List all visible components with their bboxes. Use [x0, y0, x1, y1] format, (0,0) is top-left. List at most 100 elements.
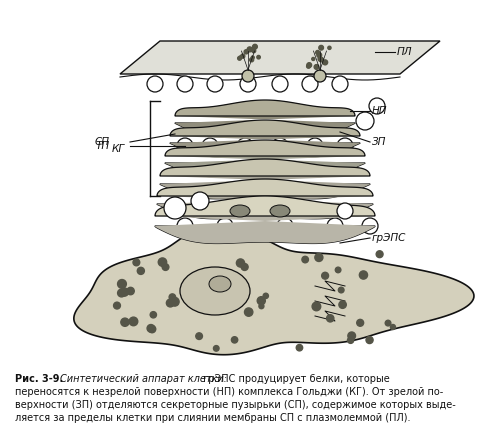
Circle shape — [133, 259, 140, 266]
Circle shape — [320, 48, 322, 49]
Circle shape — [250, 58, 253, 62]
Circle shape — [366, 337, 373, 344]
Circle shape — [390, 324, 396, 330]
Circle shape — [348, 337, 354, 344]
Polygon shape — [157, 179, 373, 196]
Circle shape — [158, 258, 167, 266]
Circle shape — [137, 267, 144, 274]
Circle shape — [328, 46, 331, 49]
Circle shape — [177, 138, 193, 154]
Circle shape — [315, 253, 323, 262]
Circle shape — [120, 288, 129, 296]
Circle shape — [244, 50, 248, 54]
Circle shape — [252, 56, 254, 59]
Circle shape — [307, 65, 311, 68]
Circle shape — [251, 48, 255, 51]
Polygon shape — [170, 120, 360, 136]
Circle shape — [362, 218, 378, 234]
Circle shape — [319, 58, 324, 62]
Circle shape — [369, 98, 385, 114]
Circle shape — [314, 65, 319, 69]
Circle shape — [323, 60, 328, 65]
Circle shape — [244, 308, 253, 316]
Polygon shape — [165, 163, 365, 177]
Circle shape — [337, 138, 353, 154]
Text: ляется за пределы клетки при слиянии мембраны СП с плазмолеммой (ПЛ).: ляется за пределы клетки при слиянии мем… — [15, 413, 410, 423]
Circle shape — [257, 296, 265, 305]
Polygon shape — [160, 159, 370, 199]
Circle shape — [263, 293, 268, 299]
Circle shape — [240, 76, 256, 92]
Circle shape — [302, 256, 309, 263]
Circle shape — [121, 318, 129, 326]
Ellipse shape — [180, 267, 250, 315]
Polygon shape — [155, 226, 375, 243]
Circle shape — [150, 312, 156, 318]
Circle shape — [247, 47, 252, 52]
Circle shape — [319, 45, 324, 50]
Polygon shape — [175, 123, 355, 137]
Circle shape — [147, 324, 155, 332]
Circle shape — [259, 304, 264, 309]
Circle shape — [348, 332, 356, 340]
Circle shape — [326, 315, 334, 322]
Circle shape — [196, 333, 203, 340]
Polygon shape — [165, 140, 365, 177]
Polygon shape — [160, 159, 370, 176]
Circle shape — [241, 54, 245, 58]
Polygon shape — [175, 100, 355, 116]
Polygon shape — [170, 120, 360, 157]
Text: ТП: ТП — [96, 141, 110, 151]
Circle shape — [252, 56, 253, 58]
Polygon shape — [155, 196, 375, 216]
Circle shape — [272, 76, 288, 92]
Circle shape — [207, 76, 223, 92]
Text: ЗП: ЗП — [372, 137, 386, 147]
Polygon shape — [175, 100, 355, 137]
Ellipse shape — [209, 276, 231, 292]
Text: грЭПС: грЭПС — [372, 233, 407, 243]
Circle shape — [169, 294, 176, 300]
Circle shape — [236, 259, 245, 267]
Circle shape — [307, 63, 312, 68]
Circle shape — [177, 218, 193, 234]
Circle shape — [217, 218, 233, 234]
Circle shape — [118, 289, 125, 297]
Text: грЭПС продуцирует белки, которые: грЭПС продуцирует белки, которые — [200, 374, 390, 384]
Circle shape — [360, 271, 368, 279]
Polygon shape — [160, 184, 370, 199]
Circle shape — [148, 325, 156, 333]
Circle shape — [252, 44, 257, 49]
Text: ПЛ: ПЛ — [397, 47, 412, 57]
Circle shape — [312, 302, 321, 311]
Circle shape — [322, 272, 328, 279]
Circle shape — [337, 203, 353, 219]
Circle shape — [339, 301, 346, 308]
Circle shape — [231, 337, 238, 343]
Polygon shape — [120, 41, 440, 74]
Circle shape — [302, 76, 318, 92]
Circle shape — [336, 267, 341, 273]
Text: СП: СП — [95, 137, 110, 147]
Circle shape — [164, 197, 186, 219]
Circle shape — [332, 76, 348, 92]
Circle shape — [240, 56, 242, 58]
Circle shape — [127, 287, 134, 295]
Circle shape — [238, 56, 241, 60]
Circle shape — [170, 297, 179, 306]
Polygon shape — [155, 196, 375, 243]
Circle shape — [177, 76, 193, 92]
Ellipse shape — [270, 205, 290, 217]
Text: НП: НП — [372, 106, 387, 116]
Circle shape — [307, 138, 323, 154]
Circle shape — [318, 57, 322, 61]
Polygon shape — [157, 204, 373, 219]
Circle shape — [241, 263, 248, 270]
Circle shape — [118, 279, 126, 288]
Circle shape — [385, 320, 391, 326]
Circle shape — [167, 299, 174, 307]
Circle shape — [338, 287, 344, 293]
Text: переносятся к незрелой поверхности (НП) комплекса Гольджи (КГ). От зрелой по-: переносятся к незрелой поверхности (НП) … — [15, 387, 443, 397]
Polygon shape — [157, 179, 373, 219]
Circle shape — [277, 218, 293, 234]
